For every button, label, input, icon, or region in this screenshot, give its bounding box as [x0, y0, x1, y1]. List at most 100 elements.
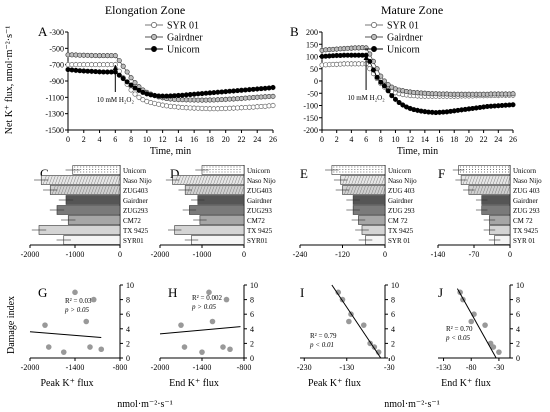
- title-elongation-zone: Elongation Zone: [105, 3, 185, 17]
- panel-E-bar-pattern-hatch: [356, 185, 360, 195]
- panel-E-bar-pattern-hatch: [377, 185, 381, 195]
- panel-C-bar-pattern-hatch: [52, 175, 56, 185]
- panel-C-bar-pattern-dot: [107, 166, 109, 168]
- panel-D-bar-pattern-dot: [221, 169, 223, 170]
- panel-C-bar-pattern-hatch: [58, 175, 62, 185]
- panel-F-bar-pattern-dot: [499, 171, 501, 173]
- panel-B-treatment-label: 10 mM H₂O₂: [347, 94, 385, 102]
- panel-D-bar-pattern-hatch: [211, 185, 215, 195]
- panel-G-point: [90, 296, 97, 303]
- panel-C-bar-pattern-dot: [95, 166, 97, 168]
- panel-B-y-tick-label: -200: [303, 126, 318, 135]
- panel-J-x-tick-label: -130: [436, 363, 451, 372]
- panel-J-y-tick-label: 4: [516, 325, 520, 334]
- panel-C-bar-pattern-hatch: [64, 175, 68, 185]
- panel-F-bar-pattern-dot: [484, 171, 486, 173]
- panel-E-bar-pattern-dot: [366, 171, 368, 173]
- panel-F-bar-pattern-dot: [481, 166, 483, 168]
- panel-D-category-label: ZUG403: [247, 187, 272, 195]
- panel-B-point-unicorn: [389, 93, 395, 99]
- panel-D-bar-pattern-dot: [224, 171, 226, 173]
- panel-A-treatment-arrowhead: [112, 65, 118, 70]
- panel-D-bar-pattern-dot: [227, 166, 229, 168]
- panel-E-bar-pattern-dot: [372, 169, 374, 170]
- panel-C-bar-pattern-dot: [92, 169, 94, 170]
- flux-units-right: nmol·m⁻²·s⁻¹: [384, 399, 439, 410]
- panel-G-x-tick-label: -1400: [66, 363, 85, 372]
- panel-G-xlabel: Peak K⁺ flux: [40, 378, 93, 389]
- panel-A-point-unicorn: [124, 79, 130, 85]
- panel-C-bar-pattern-hatch: [49, 175, 53, 185]
- panel-D-bar-pattern-hatch: [198, 175, 202, 185]
- panel-C-bar-pattern-hatch: [106, 175, 110, 185]
- panel-C-bar-pattern-dot: [113, 171, 115, 173]
- panel-F-bar-pattern-dot: [475, 166, 477, 168]
- panel-F-bar-pattern-dot: [466, 171, 468, 173]
- panel-C-bar-pattern-hatch: [109, 175, 113, 185]
- panel-F-bar-pattern-hatch: [504, 175, 509, 185]
- panel-D-bar-pattern-dot: [233, 171, 235, 173]
- panel-B-point-unicorn: [381, 83, 387, 89]
- panel-C-bar-pattern-hatch: [112, 185, 116, 195]
- panel-D-bar-pattern-hatch: [237, 175, 241, 185]
- panel-D-bar-pattern-hatch: [186, 175, 190, 185]
- panel-A-point-gairdner: [132, 80, 138, 86]
- panel-D-bar-pattern-dot: [233, 169, 235, 170]
- panel-C-category-label: Naso Nijo: [123, 177, 152, 185]
- panel-C-bar-pattern-hatch: [91, 185, 95, 195]
- panel-E-bar-pattern-dot: [366, 169, 368, 170]
- panel-B-point-unicorn: [367, 58, 373, 64]
- panel-C-bar-pattern-dot: [95, 169, 97, 170]
- panel-F-bar-pattern-hatch: [501, 175, 506, 185]
- panel-A-point-syr-01: [160, 102, 166, 108]
- panel-D-bar-pattern-hatch: [201, 175, 205, 185]
- panel-G-y-tick-label: 8: [126, 296, 130, 305]
- panel-C-bar-pattern-dot: [116, 169, 118, 170]
- panel-H-y-tick-label: 6: [250, 310, 254, 319]
- panel-I-trendline: [331, 284, 382, 359]
- panel-D-bar-6: [174, 225, 245, 235]
- panel-C-bar-pattern-dot: [98, 169, 100, 170]
- damage-index-ylabel: Damage index: [6, 296, 17, 354]
- panel-E-bar-pattern-dot: [354, 169, 356, 170]
- panel-E-bar-pattern-dot: [381, 169, 383, 170]
- panel-E-bar-pattern-dot: [333, 166, 335, 168]
- panel-F-bar-pattern-hatch: [494, 185, 499, 195]
- panel-D-bar-pattern-hatch: [204, 175, 208, 185]
- panel-H-r2-annotation: R² = 0.002: [192, 294, 222, 302]
- panel-A-legend-label: Unicorn: [167, 45, 200, 56]
- panel-F-bar-pattern-hatch: [468, 175, 473, 185]
- panel-D-bar-pattern-hatch: [220, 185, 224, 195]
- panel-B-point-unicorn: [378, 79, 384, 85]
- panel-B-legend-marker: [371, 46, 377, 52]
- panel-G-point: [60, 349, 67, 355]
- panel-D-bar-pattern-hatch: [223, 185, 227, 195]
- panel-D-bar-pattern-hatch: [195, 175, 199, 185]
- panel-B-point-unicorn: [370, 67, 376, 73]
- panel-C-bar-pattern-dot: [113, 169, 115, 170]
- panel-A-legend-marker: [151, 34, 157, 40]
- panel-I-point: [346, 318, 352, 325]
- panel-F-bar-pattern-dot: [469, 171, 471, 173]
- panel-F-bar-pattern-dot: [466, 169, 468, 170]
- panel-G-r2-annotation: R² = 0.03: [65, 297, 92, 305]
- panel-C-bar-pattern-hatch: [67, 185, 71, 195]
- panel-E-bar-pattern-dot: [357, 169, 359, 170]
- panel-B-x-tick-label: 10: [391, 135, 399, 144]
- panel-E-bar-pattern-dot: [348, 171, 350, 173]
- panel-F-bar-pattern-dot: [502, 169, 504, 170]
- panel-E-bar-pattern-dot: [375, 171, 377, 173]
- panel-C-bar-pattern-dot: [92, 166, 94, 168]
- panel-D-category-label: ZUG293: [247, 207, 272, 215]
- panel-F-bar-pattern-dot: [505, 166, 507, 168]
- panel-D-bar-pattern-dot: [221, 171, 223, 173]
- panel-E-category-label: Naso Nijo: [388, 177, 417, 185]
- panel-F-bar-pattern-hatch: [485, 185, 490, 195]
- panel-E-bar-pattern-dot: [336, 166, 338, 168]
- panel-B-legend-marker: [371, 22, 377, 28]
- panel-A-x-tick-label: 20: [222, 135, 230, 144]
- panel-B-x-tick-label: 14: [421, 135, 429, 144]
- panel-C-bar-pattern-hatch: [100, 185, 104, 195]
- panel-J-y-tick-label: 2: [516, 339, 520, 348]
- panel-F-bar-pattern-hatch: [498, 175, 503, 185]
